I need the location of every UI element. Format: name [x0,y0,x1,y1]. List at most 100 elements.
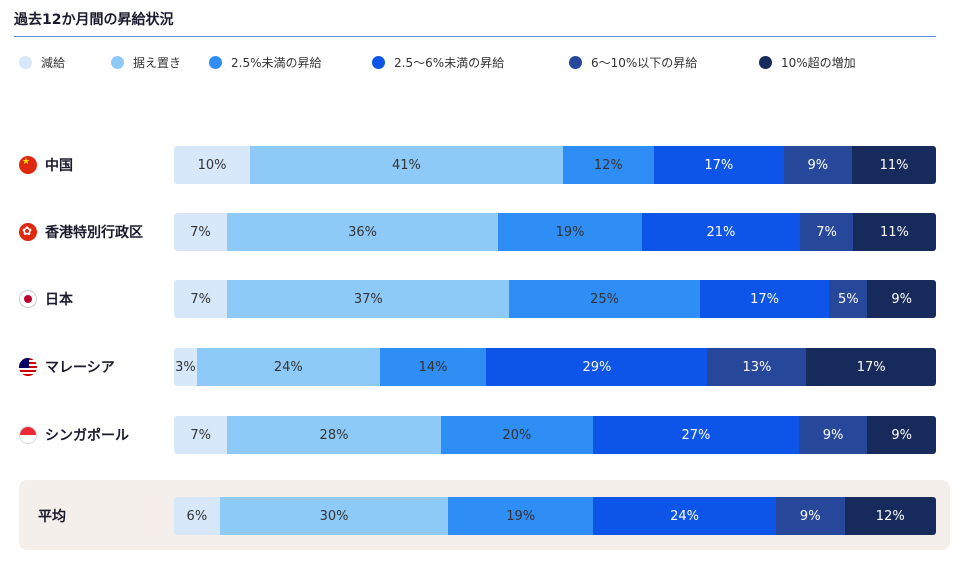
bar-segment: 9% [867,280,936,318]
data-label: 13% [742,359,772,375]
row-label-text: マレーシア [45,360,115,376]
bar-segment: 12% [562,146,655,184]
bar-segment: 10% [174,146,251,184]
data-label: 17% [750,291,779,307]
bar-segment: 9% [783,146,853,184]
bar-segment: 29% [486,348,708,386]
legend: 減給 据え置き 2.5%未満の昇給 2.5〜6%未満の昇給 6〜10%以下の昇給 10%超… [0,54,979,74]
row-label: 平均 [38,506,66,526]
bar-segment: 36% [226,213,499,251]
data-label: 20% [502,427,532,443]
data-label: 9% [807,157,829,173]
bar-segment: 11% [852,213,936,251]
legend-item: 2.5〜6%未満の昇給 [372,54,504,71]
stacked-bar: 7% 36% 19% 21% 7% 11% [174,213,936,251]
bar-segment: 9% [775,497,845,535]
stacked-bar: 7% 28% 20% 27% 9% 9% [174,416,936,454]
row-label-text: 中国 [45,158,73,174]
bar-segment: 20% [440,416,594,454]
legend-swatch [759,56,772,69]
data-label: 21% [706,224,736,240]
row-label-text: 香港特別行政区 [45,225,143,241]
hong-kong-flag-icon [19,223,37,241]
legend-item: 据え置き [111,54,181,71]
stacked-bar: 10% 41% 12% 17% 9% 11% [174,146,936,184]
data-label: 25% [590,291,619,307]
data-label: 11% [879,224,909,240]
data-label: 9% [891,427,912,443]
stacked-bar: 6% 30% 19% 24% 9% 12% [174,497,936,535]
bar-segment: 30% [219,497,449,535]
legend-label: 6〜10%以下の昇給 [591,56,698,70]
japan-flag-icon [19,290,37,308]
data-label: 9% [799,508,821,524]
bar-segment: 27% [593,416,799,454]
data-label: 24% [670,508,699,524]
row-label: マレーシア [19,357,115,377]
data-label: 7% [190,224,211,240]
row-label: 中国 [19,155,73,175]
bar-segment: 11% [852,146,936,184]
legend-item: 6〜10%以下の昇給 [569,54,697,71]
stacked-bar: 3% 24% 14% 29% 13% 17% [174,348,936,386]
data-label: 7% [190,427,211,443]
legend-item: 10%超の増加 [759,54,856,71]
data-label: 37% [353,291,383,307]
malaysia-flag-icon [19,358,37,376]
bar-segment: 25% [509,280,700,318]
bar-segment: 9% [867,416,936,454]
legend-label: 10%超の増加 [781,56,856,70]
bar-segment: 24% [196,348,380,386]
data-label: 17% [856,359,886,375]
legend-label: 減給 [41,56,66,70]
data-label: 12% [593,157,623,173]
legend-swatch [19,56,32,69]
bar-segment: 19% [498,213,642,251]
data-label: 6% [186,508,208,524]
legend-item: 2.5%未満の昇給 [209,54,322,71]
singapore-flag-icon [19,426,37,444]
legend-label: 据え置き [133,56,182,70]
bar-segment: 9% [798,416,868,454]
data-label: 30% [319,508,349,524]
bar-segment: 6% [174,497,220,535]
china-flag-icon [19,156,37,174]
row-label: 日本 [19,289,73,309]
data-label: 29% [582,359,612,375]
bar-segment: 41% [250,146,563,184]
bar-segment: 7% [174,416,228,454]
bar-segment: 3% [174,348,197,386]
data-label: 10% [197,157,227,173]
data-label: 19% [506,508,536,524]
bar-segment: 17% [806,348,936,386]
data-label: 3% [175,359,196,375]
bar-segment: 5% [829,280,868,318]
bar-segment: 28% [227,416,441,454]
bar-segment: 12% [844,497,936,535]
bar-segment: 7% [174,213,227,251]
title-divider [14,36,936,37]
data-label: 5% [838,291,859,307]
data-label: 7% [190,291,211,307]
data-label: 12% [875,508,905,524]
stacked-bar: 7% 37% 25% 17% 5% 9% [174,280,936,318]
bar-segment: 17% [699,280,830,318]
row-label: シンガポール [19,425,129,445]
data-label: 28% [319,427,349,443]
legend-swatch [569,56,582,69]
legend-swatch [209,56,222,69]
row-label-text: 平均 [38,509,66,525]
row-label-text: シンガポール [45,428,129,444]
data-label: 7% [816,224,837,240]
legend-item: 減給 [19,54,65,71]
legend-label: 2.5〜6%未満の昇給 [394,56,505,70]
data-label: 24% [273,359,303,375]
data-label: 9% [891,291,912,307]
legend-label: 2.5%未満の昇給 [231,56,322,70]
legend-swatch [372,56,385,69]
data-label: 19% [555,224,585,240]
row-label-text: 日本 [45,292,73,308]
bar-segment: 13% [707,348,807,386]
row-label: 香港特別行政区 [19,222,143,242]
legend-swatch [111,56,124,69]
